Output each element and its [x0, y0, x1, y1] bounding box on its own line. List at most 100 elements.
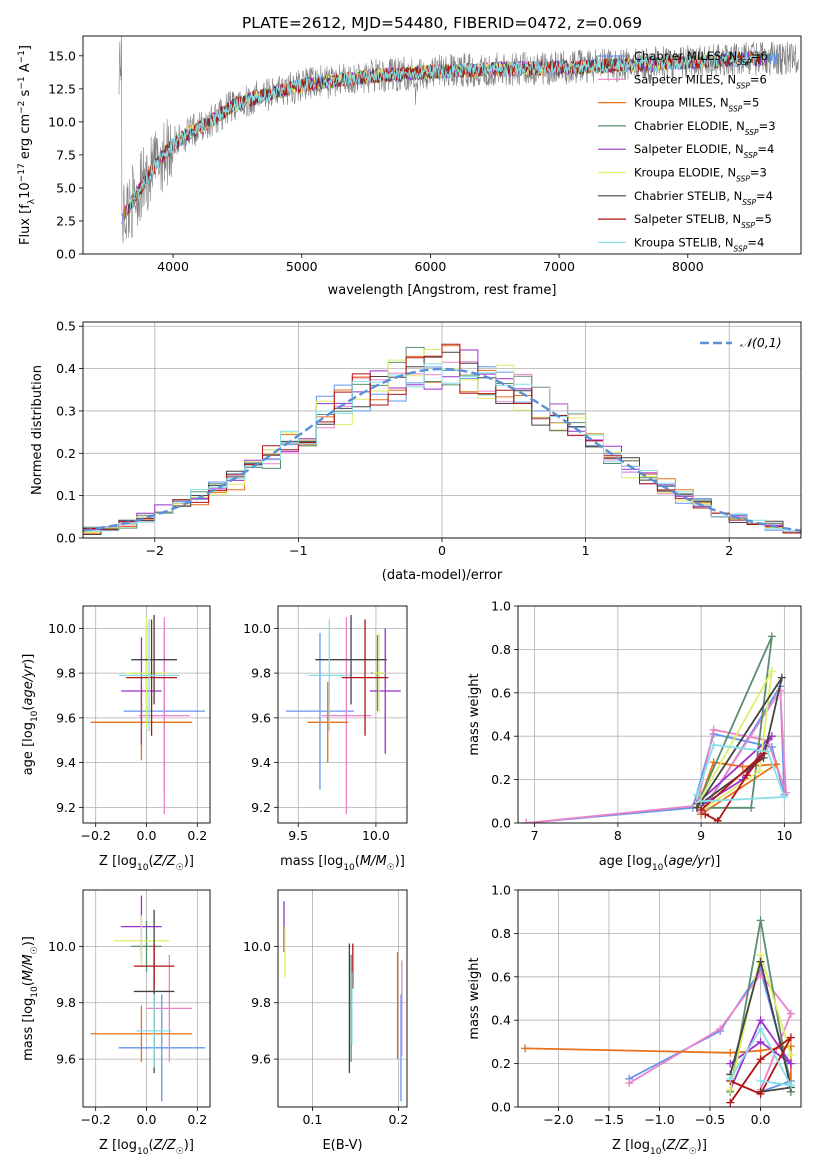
x-tick-label: 0.2	[187, 828, 207, 843]
weight-point-marker	[747, 803, 756, 812]
legend-entry: Kroupa MILES, NSSP=5	[634, 96, 759, 114]
legend-entry: Chabrier MILES, NSSP=6	[634, 49, 768, 67]
x-tick-label: 8000	[672, 259, 704, 274]
y-axis-label: age [log10(age/yr)]	[21, 654, 40, 776]
axes-frame	[277, 605, 408, 824]
y-axis-label: Flux [fλ10−17 erg cm−2 s−1 A−1]	[17, 45, 37, 245]
x-axis-label: E(B-V)	[322, 1138, 362, 1153]
weight-point-marker	[697, 797, 706, 806]
y-tick-label: 0.8	[491, 926, 511, 941]
weight-point-marker	[726, 1048, 735, 1057]
y-axis-label: mass weight	[467, 957, 482, 1039]
y-tick-label: 10.0	[243, 939, 271, 954]
weight-point-marker	[756, 1037, 765, 1046]
axes-residual_histogram: −2 −1 0 1 2 0.0 0.1 0.2 0.3 0.4 0.5 𝒩(0,1) (data-mod…	[30, 319, 802, 583]
weight-point-marker	[756, 1046, 765, 1055]
y-tick-label: 0.6	[491, 969, 511, 984]
legend-nssp: =5	[742, 96, 759, 110]
gaussian-reference-curve	[82, 367, 802, 532]
legend-model-name: Salpeter MILES, N	[634, 72, 736, 86]
weight-point-marker	[756, 1016, 765, 1025]
weight-series-line	[729, 961, 793, 1093]
y-axis-label: mass [log10(M/M☉)]	[21, 936, 40, 1061]
legend-model-name: Chabrier MILES, N	[634, 49, 737, 63]
y-tick-label: 9.8	[251, 995, 271, 1010]
weight-point-marker	[786, 1081, 795, 1090]
weight-point-marker	[786, 1059, 795, 1068]
x-axis-label: (data-model)/error	[382, 568, 503, 583]
x-tick-label: 2	[725, 543, 733, 558]
weight-point-marker	[726, 1074, 735, 1083]
weight-point-marker	[716, 1024, 725, 1033]
x-tick-label: 9	[697, 828, 705, 843]
x-tick-label: 0.0	[751, 1112, 771, 1127]
axes-frame	[82, 605, 211, 824]
weight-point-marker	[786, 1050, 795, 1059]
y-tick-label: 9.2	[56, 800, 76, 815]
legend-entry: Salpeter STELIB, NSSP=5	[634, 212, 772, 230]
x-tick-label: −1.5	[594, 1112, 624, 1127]
x-tick-label: 5000	[286, 259, 318, 274]
x-tick-label: −1	[289, 543, 307, 558]
x-tick-label: 0.2	[388, 1112, 408, 1127]
y-tick-label: 1.0	[491, 599, 511, 614]
axes-Z_vs_weight: −2.0 −1.5 −1.0 −0.5 0.0 0.0 0.2 0.4 0.6 0.8 1.0 Z […	[467, 883, 802, 1157]
y-tick-label: 0.3	[56, 403, 76, 418]
x-tick-label: 0.1	[302, 1112, 322, 1127]
y-tick-label: 15.0	[48, 48, 76, 63]
y-tick-label: 0.5	[56, 319, 76, 334]
y-tick-label: 2.5	[56, 213, 76, 228]
weight-point-marker	[786, 1009, 795, 1018]
weight-point-marker	[738, 762, 747, 771]
x-tick-label: 0.0	[137, 1112, 157, 1127]
weight-point-marker	[767, 667, 776, 676]
weight-point-marker	[709, 740, 718, 749]
legend-model-name: Salpeter ELODIE, N	[634, 142, 744, 156]
y-tick-label: 0.4	[491, 729, 511, 744]
y-tick-label: 9.8	[56, 995, 76, 1010]
x-axis-label: wavelength [Angstrom, rest frame]	[328, 283, 557, 298]
weight-point-marker	[521, 1044, 530, 1053]
axes-frame	[82, 889, 211, 1108]
legend-nssp: =4	[747, 235, 764, 249]
x-tick-label: 8	[614, 828, 622, 843]
x-tick-label: 1	[582, 543, 590, 558]
y-tick-label: 9.6	[251, 1052, 271, 1067]
y-tick-label: 0.4	[491, 1013, 511, 1028]
weight-point-marker	[756, 1076, 765, 1085]
axes-mass_vs_age: 9.5 10.0 9.2 9.4 9.6 9.8 10.0 mass [log10(M/M☉)…	[243, 605, 408, 873]
legend-entry: Salpeter MILES, NSSP=6	[634, 72, 767, 90]
legend-nssp: =4	[757, 142, 774, 156]
weight-point-marker	[709, 725, 718, 734]
weight-point-marker	[692, 803, 701, 812]
legend-entry: Chabrier STELIB, NSSP=4	[634, 189, 773, 207]
axes-age_vs_weight: 7 8 9 10 0.0 0.2 0.4 0.6 0.8 1.0 age [log10(age/yr…	[467, 599, 802, 873]
y-tick-label: 10.0	[48, 939, 76, 954]
y-tick-label: 0.1	[56, 488, 76, 503]
weight-point-marker	[713, 816, 722, 823]
weight-series-line	[526, 687, 787, 823]
y-tick-label: 9.6	[56, 710, 76, 725]
axes-Z_vs_mass: −0.2 0.0 0.2 9.6 9.8 10.0 Z [log10(Z/Z☉)] mass …	[21, 889, 211, 1157]
x-axis-label: Z [log10(Z/Z☉)]	[99, 854, 194, 873]
axes-Z_vs_age: −0.2 0.0 0.2 9.2 9.4 9.6 9.8 10.0 Z [log10(Z/Z☉)…	[21, 605, 211, 873]
weight-point-marker	[726, 1098, 735, 1107]
weight-point-marker	[767, 632, 776, 641]
weight-series-line	[729, 1027, 793, 1087]
y-tick-label: 9.2	[251, 800, 271, 815]
axes-ebv_vs_mass: 0.1 0.2 9.6 9.8 10.0 E(B-V)	[243, 889, 408, 1153]
legend-entry: 𝒩(0,1)	[740, 335, 782, 350]
legend-model-name: Chabrier STELIB, N	[634, 189, 742, 203]
x-tick-label: 4000	[157, 259, 189, 274]
x-tick-label: −0.2	[81, 828, 111, 843]
weight-point-marker	[756, 1024, 765, 1033]
legend-nssp: =6	[750, 72, 767, 86]
histogram-steps	[83, 363, 801, 538]
weight-point-marker	[786, 1033, 795, 1042]
legend-nssp: =3	[759, 119, 776, 133]
y-tick-label: 9.6	[251, 710, 271, 725]
weight-point-marker	[701, 810, 710, 819]
x-tick-label: −1.0	[644, 1112, 674, 1127]
